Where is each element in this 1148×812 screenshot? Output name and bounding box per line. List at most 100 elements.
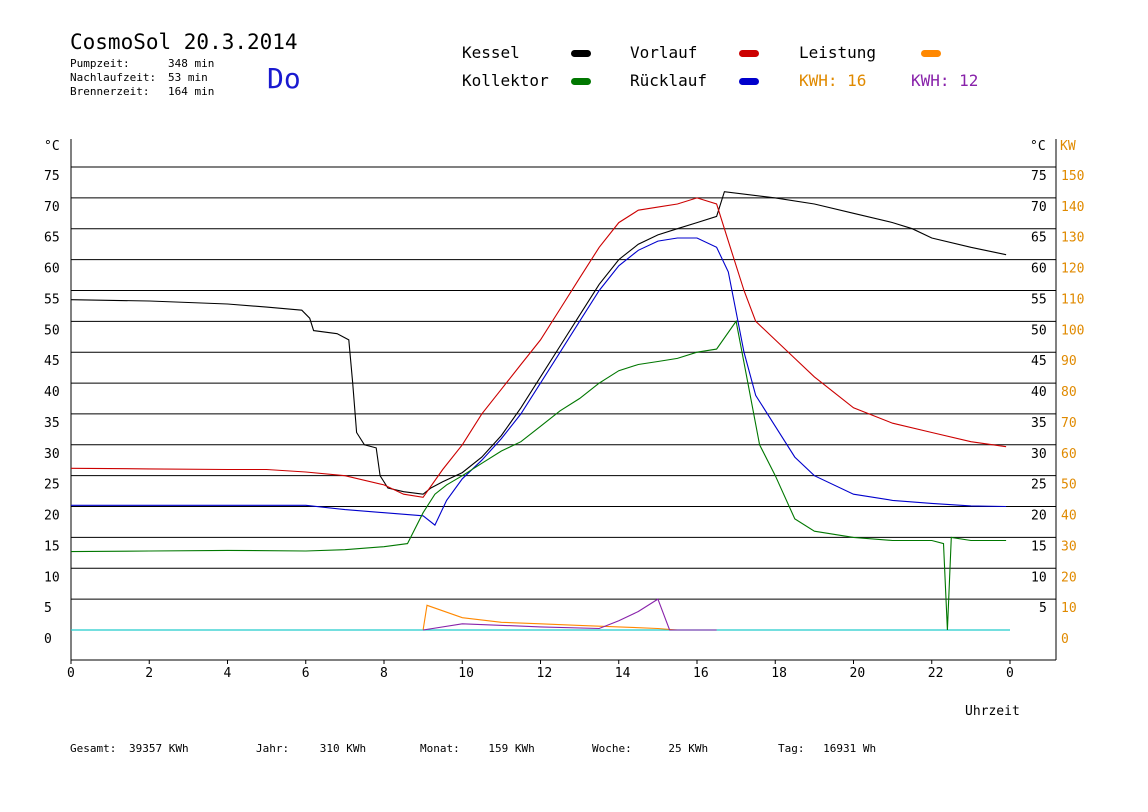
y-tick-label-right-kw: 20 <box>1061 570 1077 585</box>
x-tick-label: 8 <box>380 666 388 681</box>
footer-label: Gesamt: <box>70 742 117 755</box>
chart-series <box>70 191 1010 631</box>
y-axis-label-right-kw: KW <box>1060 139 1076 154</box>
x-tick-label: 16 <box>693 666 709 681</box>
footer-value: 25 KWh <box>668 742 709 755</box>
x-axis-label: Uhrzeit <box>965 704 1020 719</box>
y-tick-label-right-kw: 120 <box>1061 262 1084 277</box>
y-tick-label-right-kw: 30 <box>1061 539 1077 554</box>
footer-value: 159 KWh <box>488 742 535 755</box>
y-tick-label-right-celsius: 20 <box>1031 509 1047 524</box>
y-tick-label-right-kw: 40 <box>1061 509 1077 524</box>
y-tick-label-right-kw: 110 <box>1061 292 1084 307</box>
y-tick-label-right-kw: 90 <box>1061 354 1077 369</box>
y-tick-label-right-celsius: 35 <box>1031 416 1047 431</box>
y-tick-label-left: 55 <box>44 292 60 307</box>
footer-value: 310 KWh <box>319 742 367 755</box>
legend-kessel-swatch <box>571 50 591 57</box>
y-tick-label-left: 30 <box>44 447 60 462</box>
y-tick-label-left: 5 <box>44 601 52 616</box>
y-tick-label-left: 70 <box>44 200 60 215</box>
legend-ruecklauf: Rücklauf <box>630 71 708 90</box>
legend-vorlauf-swatch <box>739 50 759 57</box>
footer-jahr: Jahr: 310 KWh <box>256 742 366 755</box>
chart-axes <box>70 139 1057 664</box>
series-kessel <box>70 191 1007 495</box>
y-tick-label-left: 25 <box>44 478 60 493</box>
stat-value: 53 min <box>168 71 208 84</box>
y-tick-label-left: 60 <box>44 262 60 277</box>
y-axis-label-right-celsius: °C <box>1030 139 1046 154</box>
legend-kollektor: Kollektor <box>462 71 549 90</box>
y-tick-label-left: 20 <box>44 509 60 524</box>
stat-nachlaufzeit: Nachlaufzeit: 53 min <box>70 71 208 84</box>
y-tick-label-right-celsius: 45 <box>1031 354 1047 369</box>
footer-label: Woche: <box>592 742 632 755</box>
y-tick-label-right-celsius: 15 <box>1031 539 1047 554</box>
series-r-cklauf <box>71 237 1007 526</box>
y-tick-label-right-kw: 100 <box>1061 323 1084 338</box>
y-tick-label-right-celsius: 40 <box>1031 385 1047 400</box>
stat-value: 164 min <box>168 85 215 98</box>
chart-tick-labels: 0510152025303540455055606570755101520253… <box>44 169 1084 681</box>
series-vorlauf <box>70 197 1007 498</box>
y-tick-label-right-celsius: 60 <box>1031 262 1047 277</box>
footer-label: Monat: <box>420 742 460 755</box>
chart-title: CosmoSol 20.3.2014 <box>70 30 298 54</box>
legend-vorlauf: Vorlauf <box>630 43 698 62</box>
y-tick-label-right-kw: 70 <box>1061 416 1077 431</box>
x-tick-label: 0 <box>1006 666 1014 681</box>
footer-label: Tag: <box>778 742 805 755</box>
y-tick-label-right-celsius: 30 <box>1031 447 1047 462</box>
x-tick-label: 6 <box>302 666 310 681</box>
y-tick-label-left: 35 <box>44 416 60 431</box>
stat-label: Nachlaufzeit: <box>70 71 157 84</box>
y-tick-label-right-kw: 80 <box>1061 385 1077 400</box>
x-tick-label: 10 <box>458 666 474 681</box>
y-tick-label-right-celsius: 10 <box>1031 570 1047 585</box>
footer-monat: Monat: 159 KWh <box>420 742 535 755</box>
legend-kessel: Kessel <box>462 43 520 62</box>
legend-kwh-leistung: KWH: 16 <box>799 71 867 90</box>
y-tick-label-right-kw: 50 <box>1061 478 1077 493</box>
y-tick-label-left: 0 <box>44 632 52 647</box>
y-tick-label-left: 45 <box>44 354 60 369</box>
y-tick-label-right-celsius: 25 <box>1031 478 1047 493</box>
y-axis-label-left: °C <box>44 139 60 154</box>
y-tick-label-right-celsius: 55 <box>1031 292 1047 307</box>
x-tick-label: 0 <box>67 666 75 681</box>
x-tick-label: 12 <box>537 666 553 681</box>
y-tick-label-left: 65 <box>44 231 60 246</box>
weekday-label: Do <box>267 62 301 95</box>
y-tick-label-right-kw: 130 <box>1061 231 1084 246</box>
y-tick-label-right-celsius: 50 <box>1031 323 1047 338</box>
y-tick-label-left: 40 <box>44 385 60 400</box>
x-tick-label: 14 <box>615 666 631 681</box>
x-tick-label: 22 <box>928 666 944 681</box>
series-kollektor <box>70 319 1007 631</box>
footer-value: 39357 KWh <box>128 742 189 755</box>
footer-woche: Woche: 25 KWh <box>592 742 708 755</box>
x-tick-label: 20 <box>850 666 866 681</box>
legend-kollektor-swatch <box>571 78 591 85</box>
series-leistung <box>422 604 717 631</box>
y-tick-label-right-kw: 60 <box>1061 447 1077 462</box>
stat-value: 348 min <box>168 57 215 70</box>
footer-tag: Tag: 16931 Wh <box>778 742 876 755</box>
x-tick-label: 4 <box>224 666 232 681</box>
x-tick-label: 2 <box>145 666 153 681</box>
legend-leistung: Leistung <box>799 43 877 62</box>
stat-pumpzeit: Pumpzeit: 348 min <box>70 57 214 70</box>
stat-label: Pumpzeit: <box>70 57 130 70</box>
series-kwh <box>423 598 717 631</box>
y-tick-label-right-kw: 140 <box>1061 200 1084 215</box>
chart-grid <box>71 166 1056 600</box>
footer-label: Jahr: <box>256 742 290 755</box>
y-tick-label-right-celsius: 65 <box>1031 231 1047 246</box>
footer-gesamt: Gesamt: 39357 KWh <box>70 742 189 755</box>
y-tick-label-right-celsius: 70 <box>1031 200 1047 215</box>
y-tick-label-right-celsius: 5 <box>1039 601 1047 616</box>
footer-value: 16931 Wh <box>823 742 877 755</box>
y-tick-label-right-celsius: 75 <box>1031 169 1047 184</box>
